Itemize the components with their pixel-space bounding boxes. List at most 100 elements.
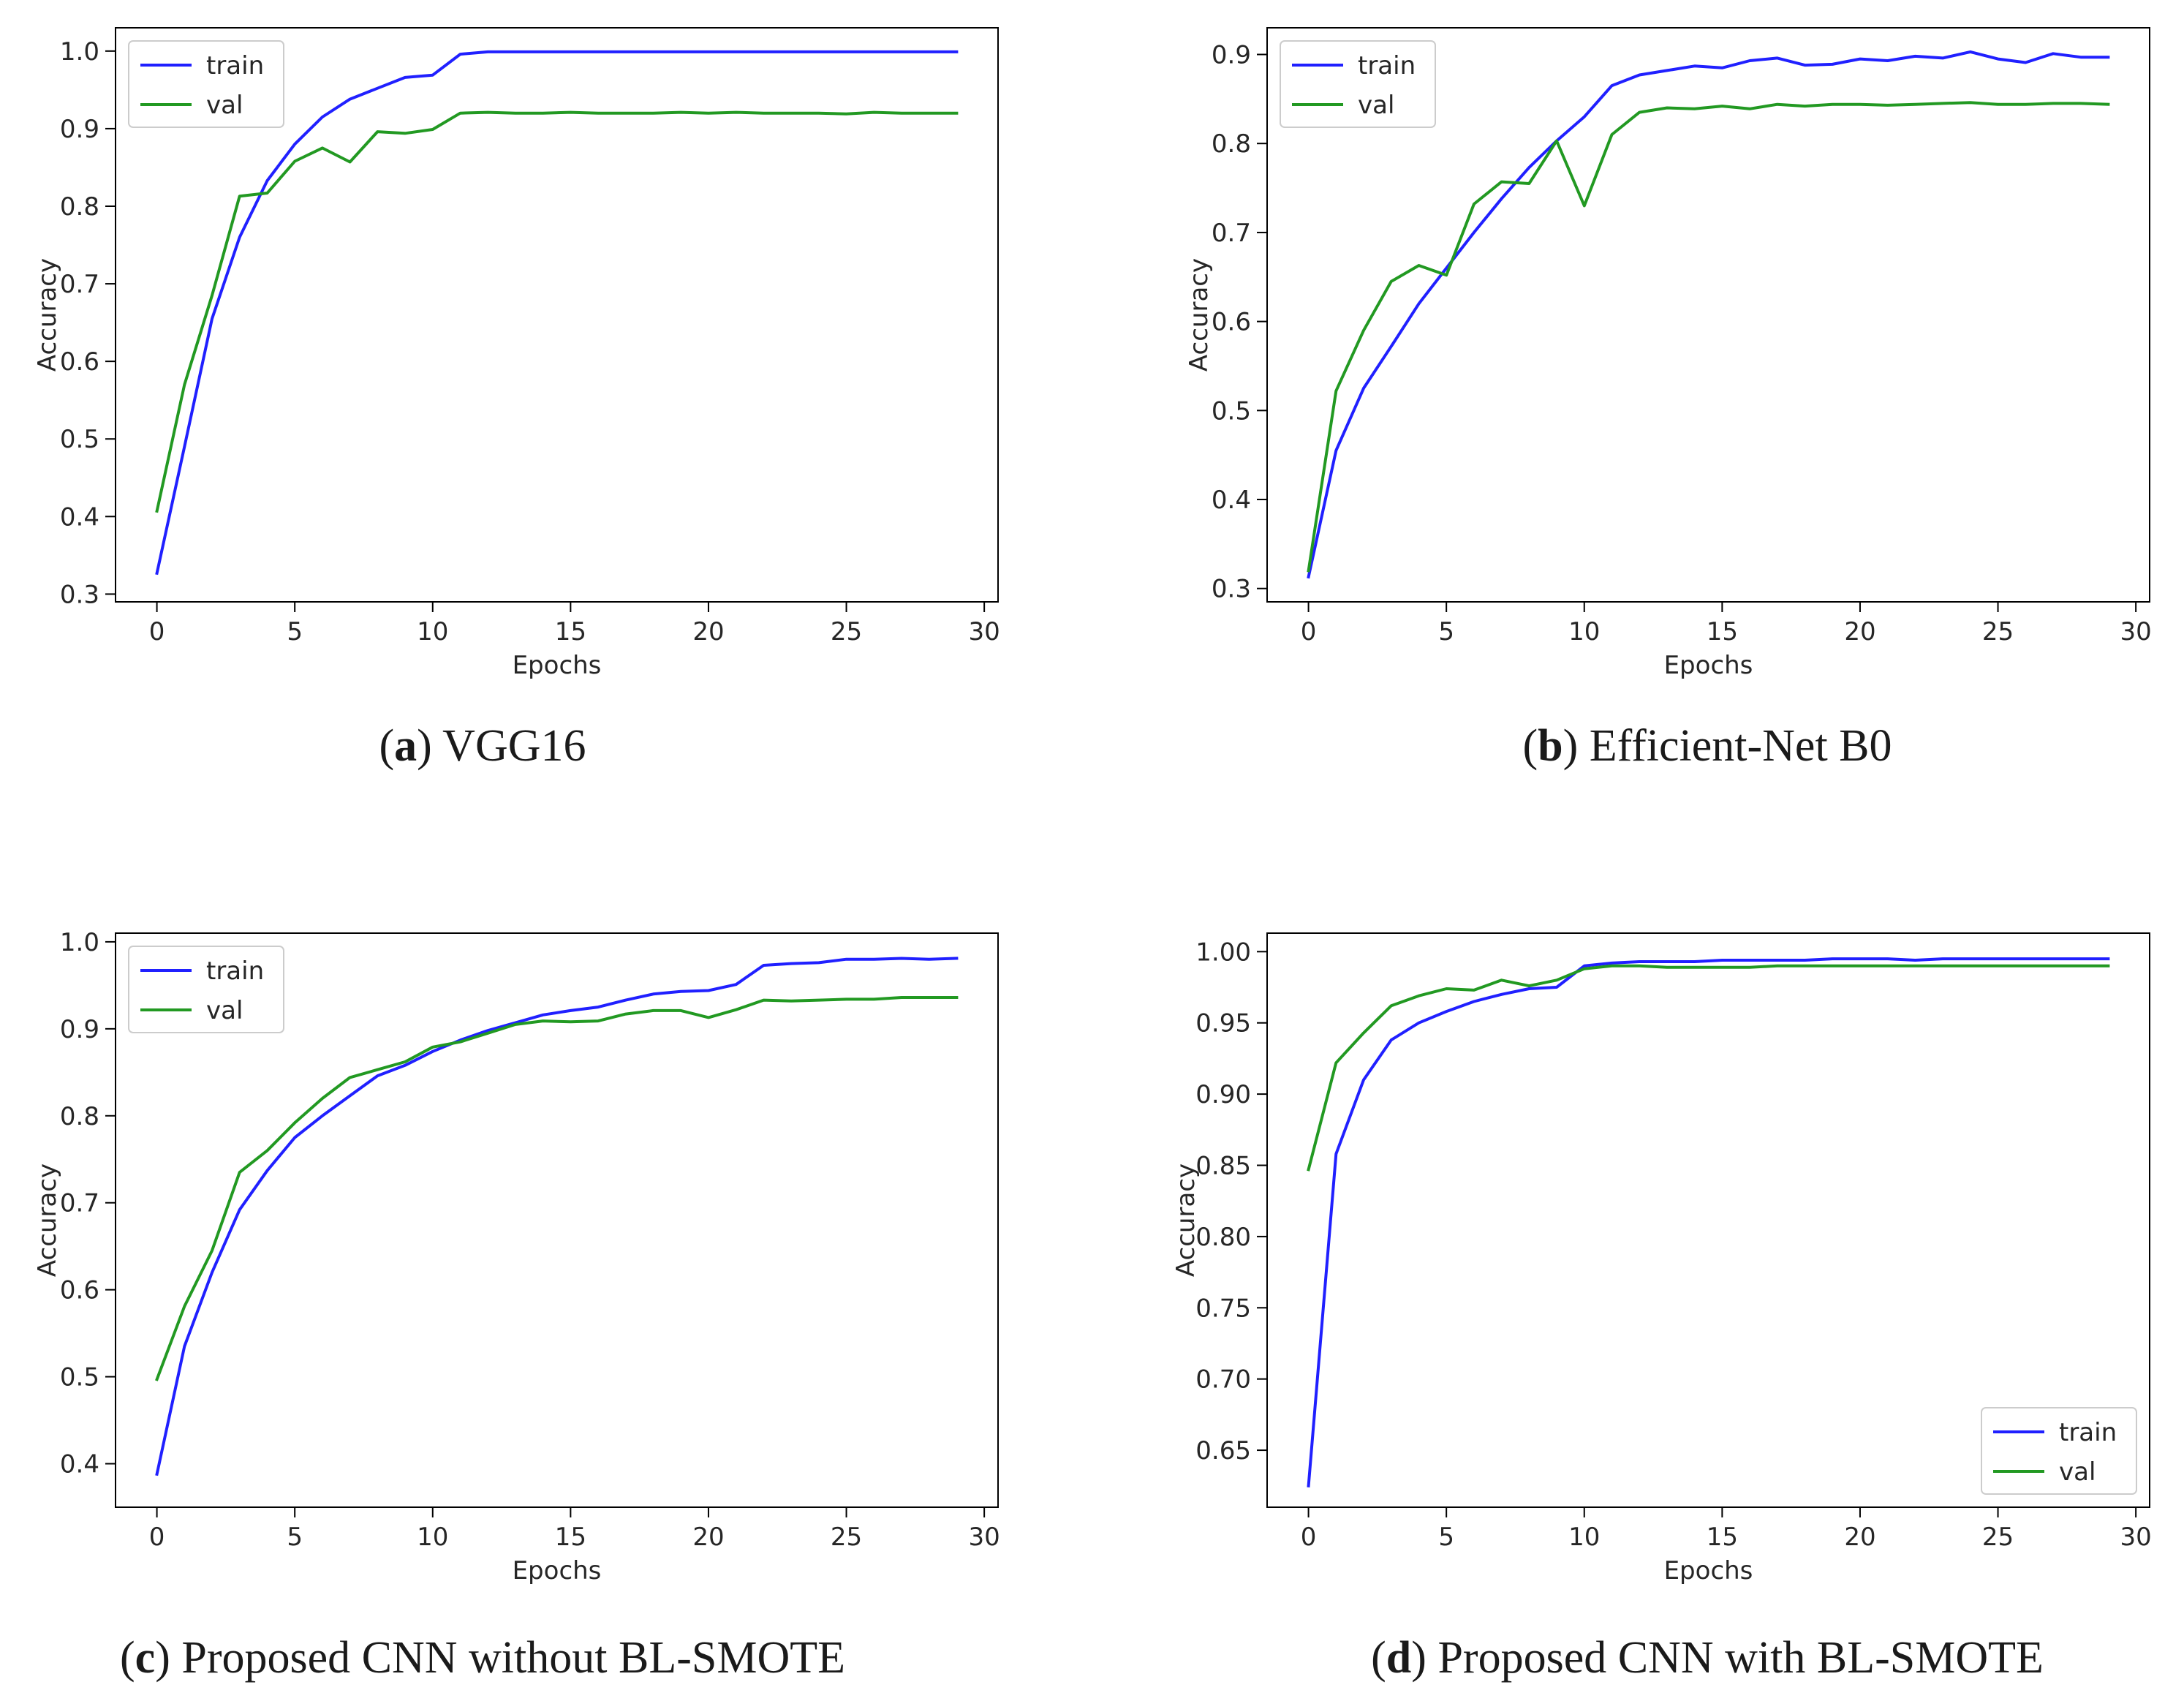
y-tick-label: 0.4 (60, 502, 99, 532)
x-tick-label: 0 (149, 617, 165, 646)
x-tick-label: 10 (1568, 617, 1600, 646)
y-tick-label: 0.95 (1195, 1009, 1251, 1038)
y-tick-label: 0.5 (60, 425, 99, 454)
y-tick-label: 0.75 (1195, 1294, 1251, 1323)
x-tick-label: 25 (1982, 1523, 2014, 1552)
x-axis-label: Epochs (513, 1556, 602, 1585)
y-axis-label: Accuracy (1171, 1163, 1201, 1277)
caption-letter: d (1386, 1633, 1412, 1683)
axes-frame (1266, 27, 2150, 603)
y-tick-label: 0.6 (1212, 308, 1251, 337)
x-tick-label: 0 (1301, 1523, 1317, 1552)
y-axis-label: Accuracy (33, 1163, 62, 1277)
x-tick-label: 20 (692, 617, 724, 646)
x-tick-label: 20 (692, 1523, 724, 1552)
chart-panel-a: 0 5 10 15 20 25 30 0.3 0.4 0.5 0.6 0.7 0.8 0.9 1.0 Epoc… (33, 27, 1000, 680)
x-tick-label: 25 (831, 617, 862, 646)
x-axis-label: Epochs (513, 651, 602, 680)
x-axis-label: Epochs (1664, 651, 1753, 680)
y-tick-label: 0.9 (60, 115, 99, 144)
y-tick-label: 0.7 (1212, 219, 1251, 248)
x-tick-label: 10 (1568, 1523, 1600, 1552)
x-axis-label: Epochs (1664, 1556, 1753, 1585)
y-tick-label: 0.8 (60, 1102, 99, 1131)
legend: train val (1981, 1407, 2137, 1495)
caption-letter: b (1538, 721, 1563, 771)
y-tick-label: 0.3 (1212, 575, 1251, 604)
chart-panel-b: 0 5 10 15 20 25 30 0.3 0.4 0.5 0.6 0.7 0.8 0.9 Epochs A… (1184, 27, 2152, 680)
caption-text: VGG16 (442, 721, 586, 771)
x-tick-label: 0 (1301, 617, 1317, 646)
axes-frame (115, 932, 999, 1508)
series-line-val (155, 996, 959, 1381)
x-tick-label: 5 (1438, 617, 1454, 646)
series-line-train (1307, 50, 2110, 579)
x-tick-label: 25 (831, 1523, 862, 1552)
y-tick-label: 0.8 (1212, 129, 1251, 159)
legend-label-train: train (1358, 51, 1416, 80)
caption-letter: c (135, 1633, 156, 1683)
legend-label-val: val (1358, 91, 1394, 120)
y-tick-label: 0.4 (1212, 486, 1251, 515)
axes-frame (115, 27, 999, 603)
series-line-train (155, 957, 959, 1476)
y-tick-label: 0.9 (60, 1015, 99, 1044)
x-tick-label: 10 (417, 617, 448, 646)
legend-label-val: val (206, 91, 243, 120)
x-tick-label: 30 (969, 617, 1000, 646)
y-tick-label: 0.80 (1195, 1223, 1251, 1252)
x-tick-label: 5 (287, 617, 303, 646)
legend-label-train: train (2059, 1418, 2117, 1447)
legend-label-val: val (206, 996, 243, 1025)
legend-label-val: val (2059, 1457, 2096, 1487)
legend-label-train: train (206, 51, 264, 80)
y-tick-label: 0.7 (60, 1189, 99, 1218)
y-tick-label: 0.9 (1212, 41, 1251, 70)
legend: train val (128, 40, 284, 128)
chart-panel-d: 0 5 10 15 20 25 30 0.65 0.70 0.75 0.80 0.85 0.90 0.95… (1171, 932, 2152, 1585)
x-tick-label: 20 (1844, 617, 1875, 646)
y-tick-label: 0.8 (60, 192, 99, 222)
y-tick-label: 0.65 (1195, 1436, 1251, 1466)
x-tick-label: 15 (1707, 617, 1738, 646)
caption-b: (b) Efficient-Net B0 (1522, 721, 1892, 771)
caption-text: Proposed CNN without BL-SMOTE (181, 1633, 845, 1683)
caption-c: (c) Proposed CNN without BL-SMOTE (120, 1633, 845, 1683)
legend-label-train: train (206, 957, 264, 986)
x-tick-label: 15 (1707, 1523, 1738, 1552)
y-tick-label: 0.90 (1195, 1080, 1251, 1109)
x-tick-label: 20 (1844, 1523, 1875, 1552)
chart-panel-c: 0 5 10 15 20 25 30 0.4 0.5 0.6 0.7 0.8 0.9 1.0 Epochs A… (33, 928, 1000, 1585)
x-tick-label: 30 (969, 1523, 1000, 1552)
series-line-val (1307, 964, 2110, 1172)
series-line-train (1307, 957, 2110, 1487)
y-tick-label: 0.5 (1212, 396, 1251, 426)
y-tick-label: 0.5 (60, 1363, 99, 1392)
legend: train val (1280, 40, 1436, 128)
y-tick-label: 0.6 (60, 347, 99, 377)
y-tick-label: 1.0 (60, 928, 99, 957)
x-tick-label: 25 (1982, 617, 2014, 646)
caption-text: Proposed CNN with BL-SMOTE (1437, 1633, 2044, 1683)
y-tick-label: 0.85 (1195, 1152, 1251, 1181)
caption-letter: a (394, 721, 417, 771)
legend: train val (128, 946, 284, 1033)
axes-frame (1266, 932, 2150, 1508)
y-tick-label: 1.0 (60, 37, 99, 67)
y-tick-label: 0.70 (1195, 1365, 1251, 1395)
caption-d: (d) Proposed CNN with BL-SMOTE (1371, 1633, 2044, 1683)
series-line-val (1307, 101, 2110, 573)
y-axis-label: Accuracy (33, 258, 62, 371)
caption-text: Efficient-Net B0 (1589, 721, 1892, 771)
x-tick-label: 15 (555, 1523, 586, 1552)
x-tick-label: 15 (555, 617, 586, 646)
caption-a: (a) VGG16 (379, 721, 586, 771)
y-axis-label: Accuracy (1184, 258, 1214, 371)
y-tick-label: 0.7 (60, 270, 99, 299)
series-line-val (155, 110, 959, 513)
series-line-train (155, 50, 959, 576)
x-tick-label: 30 (2120, 617, 2152, 646)
x-tick-label: 10 (417, 1523, 448, 1552)
y-tick-label: 0.4 (60, 1450, 99, 1479)
